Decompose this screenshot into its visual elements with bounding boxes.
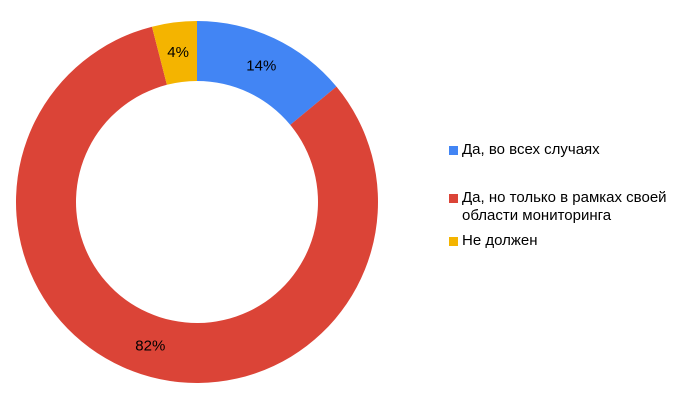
legend-item-1[interactable]: Да, но только в рамках своей области мон… bbox=[449, 189, 677, 225]
chart-legend: Да, во всех случаях Да, но только в рамк… bbox=[449, 141, 677, 250]
legend-label: Да, во всех случаях bbox=[462, 141, 600, 158]
legend-swatch-red bbox=[449, 194, 458, 203]
donut-slice-2[interactable] bbox=[151, 21, 197, 85]
slice-label-0: 14% bbox=[246, 57, 276, 74]
legend-label: Да, но только в рамках своей области мон… bbox=[462, 189, 667, 224]
slice-label-1: 82% bbox=[135, 338, 165, 355]
legend-label: Не должен bbox=[462, 232, 538, 249]
legend-swatch-yellow bbox=[449, 237, 458, 246]
legend-item-0[interactable]: Да, во всех случаях bbox=[449, 141, 677, 159]
legend-swatch-blue bbox=[449, 146, 458, 155]
donut-slice-1[interactable] bbox=[15, 26, 378, 384]
donut-slice-0[interactable] bbox=[197, 21, 337, 125]
slice-label-2: 4% bbox=[167, 44, 189, 61]
legend-item-2[interactable]: Не должен bbox=[449, 232, 677, 250]
